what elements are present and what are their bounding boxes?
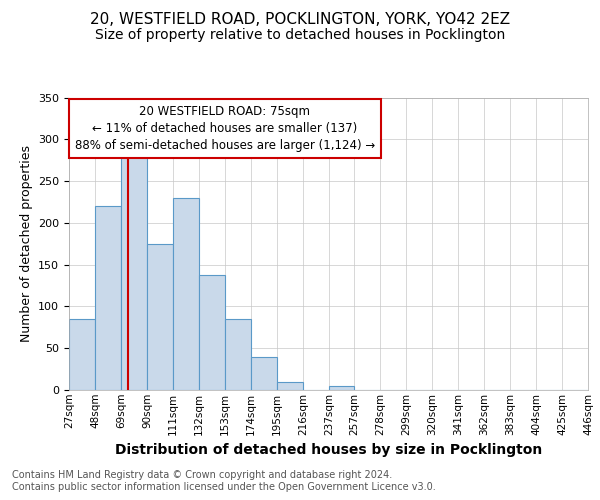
Bar xyxy=(173,198,199,390)
Bar xyxy=(329,386,354,390)
Y-axis label: Number of detached properties: Number of detached properties xyxy=(20,145,32,342)
Text: Contains HM Land Registry data © Crown copyright and database right 2024.: Contains HM Land Registry data © Crown c… xyxy=(12,470,392,480)
Bar xyxy=(95,206,121,390)
Text: Contains public sector information licensed under the Open Government Licence v3: Contains public sector information licen… xyxy=(12,482,436,492)
Text: 20 WESTFIELD ROAD: 75sqm
← 11% of detached houses are smaller (137)
88% of semi-: 20 WESTFIELD ROAD: 75sqm ← 11% of detach… xyxy=(74,105,375,152)
Bar xyxy=(251,356,277,390)
Bar xyxy=(147,244,173,390)
Text: 20, WESTFIELD ROAD, POCKLINGTON, YORK, YO42 2EZ: 20, WESTFIELD ROAD, POCKLINGTON, YORK, Y… xyxy=(90,12,510,28)
Bar xyxy=(69,319,95,390)
X-axis label: Distribution of detached houses by size in Pocklington: Distribution of detached houses by size … xyxy=(115,443,542,457)
Bar xyxy=(225,319,251,390)
Text: Size of property relative to detached houses in Pocklington: Size of property relative to detached ho… xyxy=(95,28,505,42)
Bar xyxy=(121,156,147,390)
Bar xyxy=(277,382,303,390)
Bar xyxy=(199,274,225,390)
